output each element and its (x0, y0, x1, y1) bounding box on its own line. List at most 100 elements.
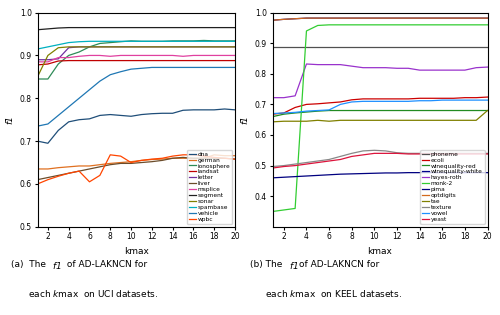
vowel (304, 109, 310, 113)
phoneme (450, 46, 456, 49)
ecoli (406, 97, 411, 101)
wpbc (56, 175, 62, 178)
wpbc (45, 178, 51, 181)
ecoli (462, 96, 468, 100)
dna (201, 108, 207, 112)
landsat (201, 59, 207, 62)
monk-2 (450, 23, 456, 27)
ecoli (484, 95, 490, 99)
monk-2 (439, 23, 445, 27)
vowel (281, 111, 287, 115)
german (232, 154, 238, 158)
hayes-roth (394, 66, 400, 70)
monk-2 (428, 23, 434, 27)
ionosphere (76, 50, 82, 54)
dna (97, 113, 103, 117)
texture (450, 152, 456, 155)
letter (159, 45, 165, 49)
Legend: phoneme, ecoli, winequality-red, winequality-white, hayes-roth, monk-2, pima, op: phoneme, ecoli, winequality-red, winequa… (420, 150, 484, 224)
ecoli (315, 102, 321, 106)
tae (484, 109, 490, 112)
german (159, 157, 165, 161)
vehicle (180, 66, 186, 69)
hayes-roth (270, 96, 276, 100)
winequality-red (382, 109, 388, 112)
winequality-white (348, 16, 354, 20)
german (45, 167, 51, 171)
optdigits (462, 16, 468, 20)
ecoli (394, 97, 400, 101)
winequality-red (484, 109, 490, 112)
tae (394, 118, 400, 122)
segment (222, 26, 228, 30)
liver (108, 163, 114, 167)
phoneme (372, 46, 378, 49)
letter (86, 45, 92, 49)
optdigits (270, 18, 276, 22)
vowel (338, 102, 344, 106)
winequality-red (439, 109, 445, 112)
ecoli (450, 96, 456, 100)
winequality-red (428, 109, 434, 112)
letter (45, 58, 51, 62)
wpbc (149, 157, 155, 161)
tae (348, 118, 354, 122)
ionosphere (138, 39, 144, 43)
optdigits (382, 16, 388, 20)
vowel (473, 98, 479, 102)
sonar (128, 45, 134, 49)
dna (66, 120, 71, 124)
spambase (170, 39, 175, 43)
german (138, 158, 144, 162)
ecoli (304, 102, 310, 106)
msplice (159, 54, 165, 57)
segment (201, 26, 207, 30)
optdigits (338, 16, 344, 20)
ionosphere (86, 45, 92, 49)
Line: winequality-red: winequality-red (272, 111, 488, 117)
spambase (108, 39, 114, 43)
spambase (201, 39, 207, 43)
optdigits (315, 16, 321, 20)
landsat (149, 59, 155, 62)
ionosphere (232, 39, 238, 43)
liver (118, 162, 124, 165)
dna (108, 113, 114, 117)
winequality-red (406, 109, 411, 112)
texture (406, 152, 411, 155)
yeast (462, 152, 468, 156)
wpbc (97, 174, 103, 177)
pima (382, 171, 388, 175)
Line: segment: segment (38, 28, 235, 30)
hayes-roth (484, 65, 490, 69)
vowel (270, 112, 276, 116)
dna (170, 112, 175, 115)
Text: each $k$max  on UCI datasets.: each $k$max on UCI datasets. (28, 288, 158, 299)
winequality-red (450, 109, 456, 112)
letter (128, 45, 134, 49)
hayes-roth (348, 64, 354, 68)
dna (138, 113, 144, 117)
letter (56, 57, 62, 61)
sonar (149, 45, 155, 49)
wpbc (190, 153, 196, 157)
vehicle (211, 66, 217, 69)
Text: each $k$max  on KEEL datasets.: each $k$max on KEEL datasets. (265, 288, 402, 299)
pima (462, 171, 468, 175)
winequality-red (326, 109, 332, 112)
winequality-white (326, 16, 332, 20)
winequality-red (462, 109, 468, 112)
vehicle (128, 67, 134, 71)
monk-2 (270, 209, 276, 213)
monk-2 (473, 23, 479, 27)
vowel (348, 100, 354, 104)
ionosphere (108, 41, 114, 44)
ecoli (382, 97, 388, 101)
Line: optdigits: optdigits (272, 18, 488, 20)
phoneme (281, 46, 287, 49)
liver (66, 171, 71, 175)
landsat (159, 59, 165, 62)
monk-2 (348, 23, 354, 27)
texture (473, 152, 479, 155)
ecoli (270, 112, 276, 116)
